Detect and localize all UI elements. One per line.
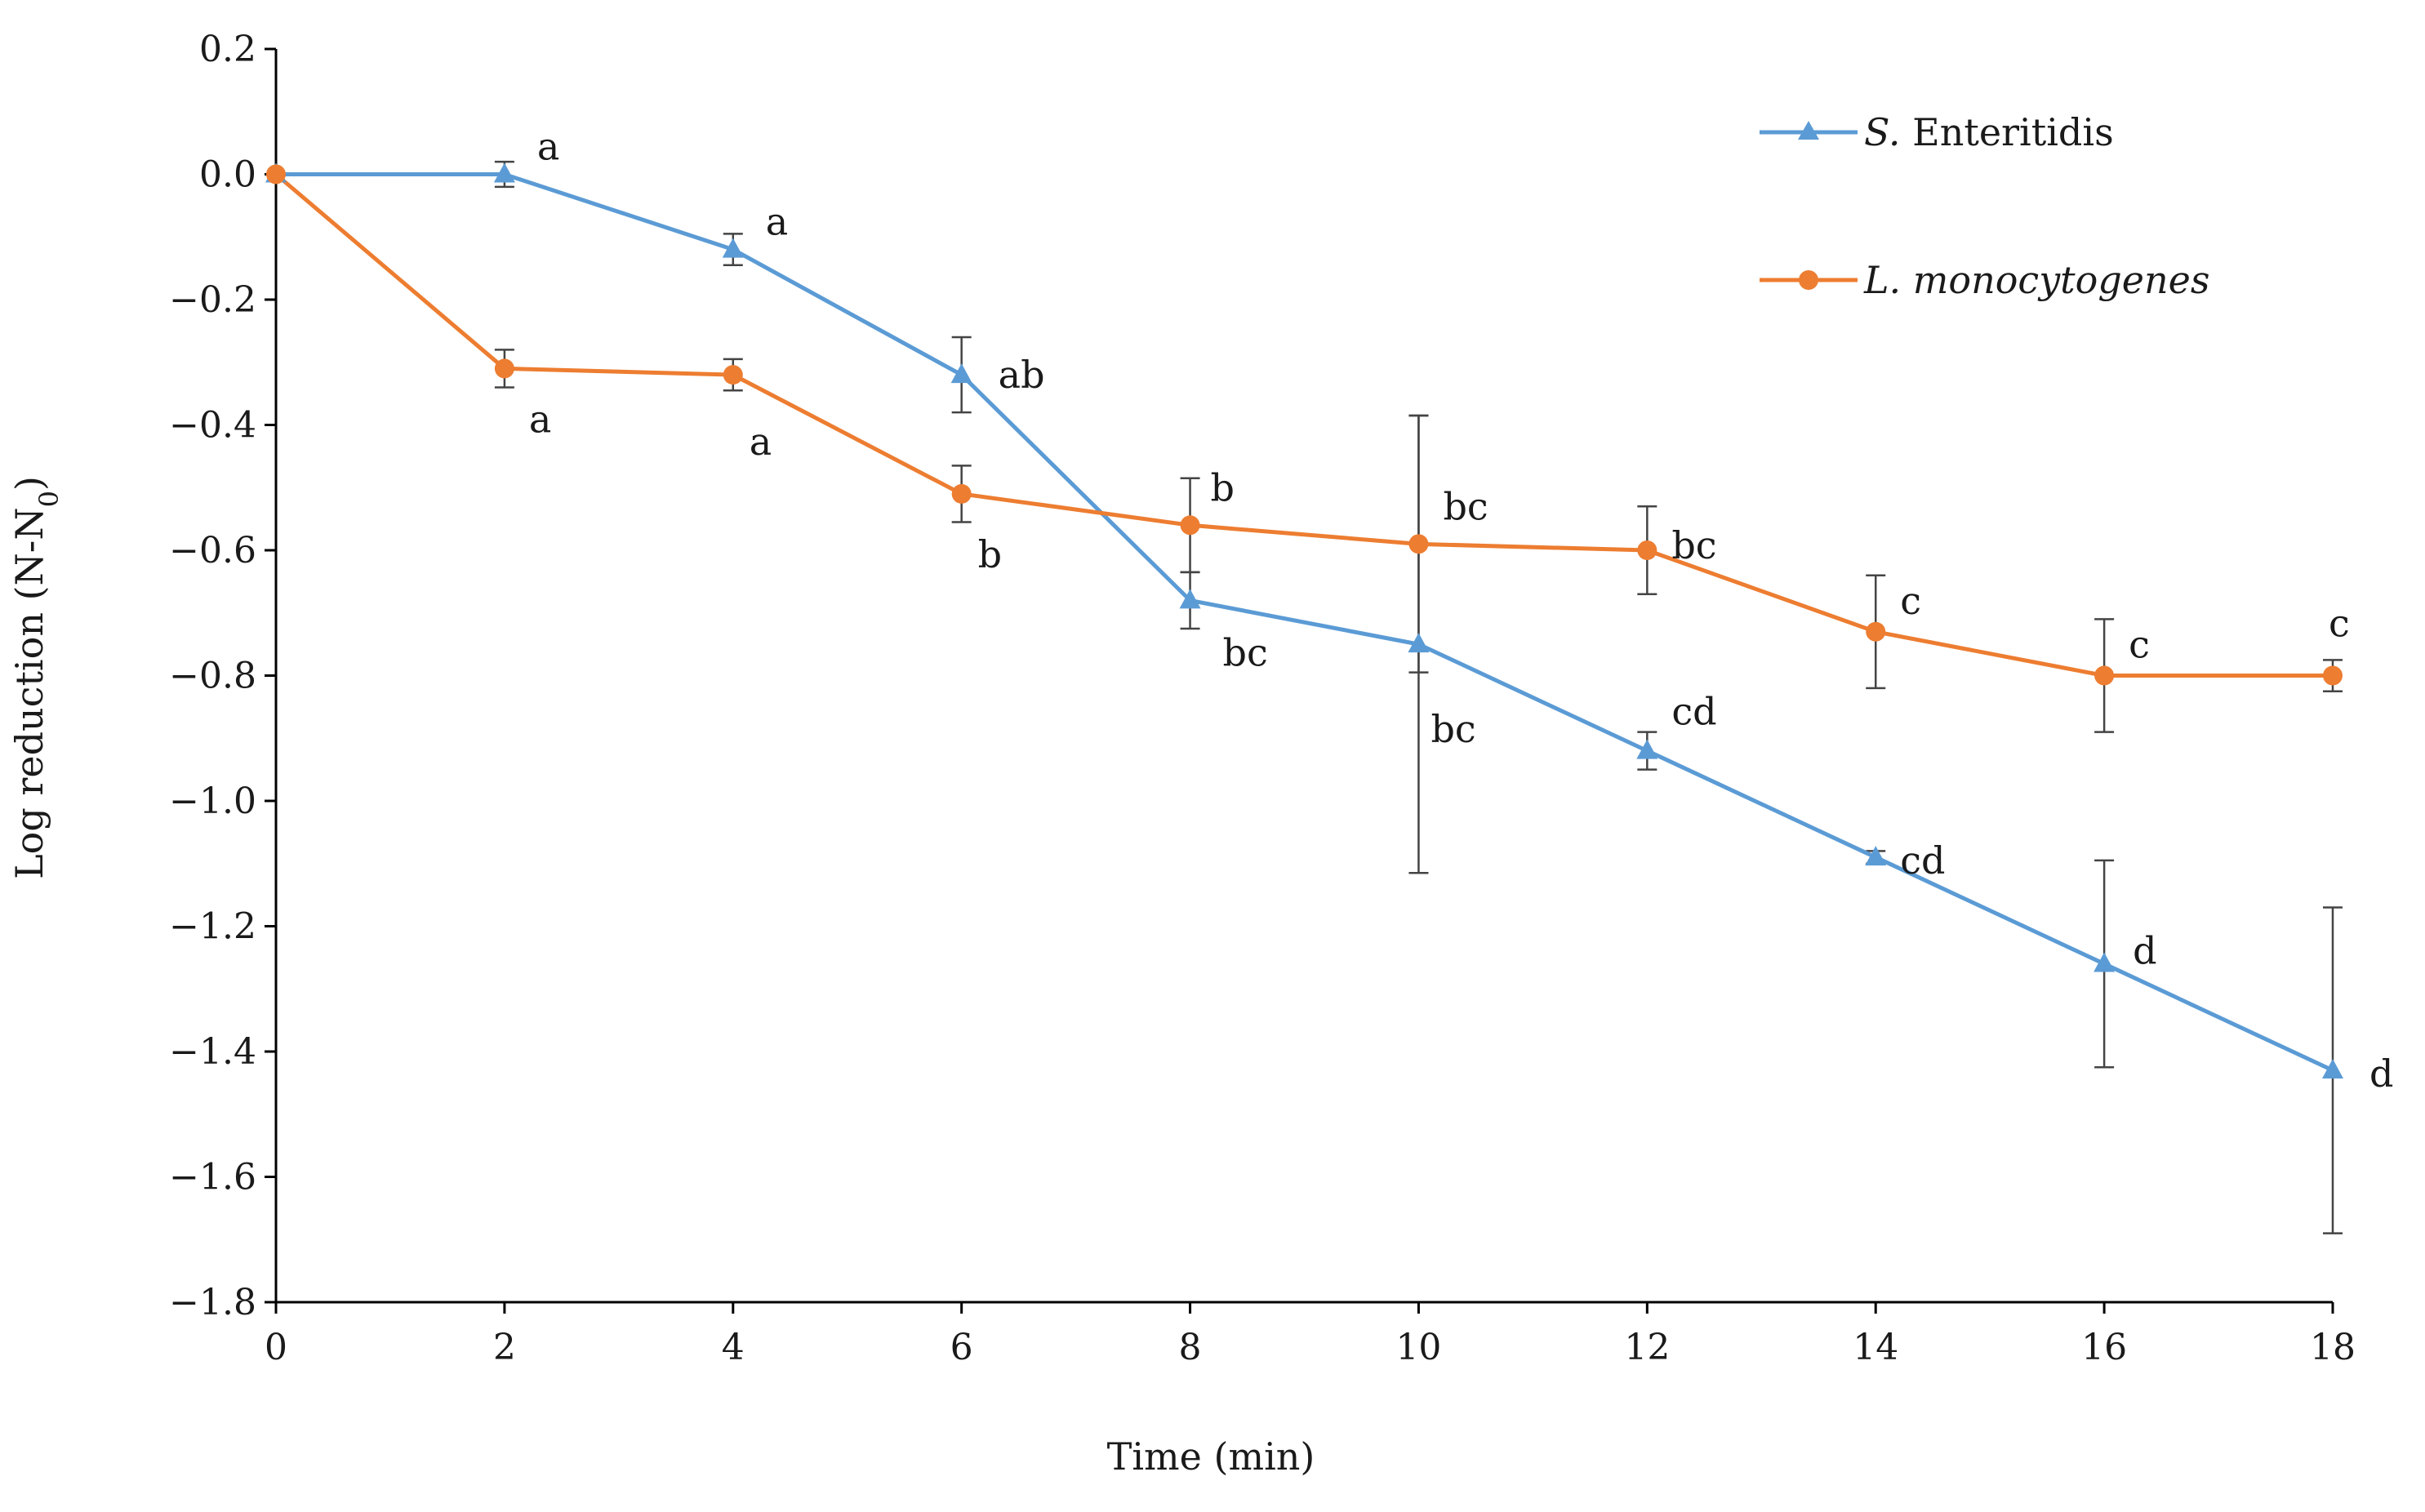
- x-tick-label: 6: [950, 1327, 973, 1368]
- legend-label-s-enteritidis: S. Enteritidis: [1864, 110, 2114, 154]
- y-tick-label: −1.0: [169, 780, 256, 822]
- data-point-circle: [266, 164, 286, 185]
- data-point-triangle: [2094, 952, 2116, 972]
- data-point-circle: [1408, 534, 1429, 554]
- significance-label: b: [978, 532, 1002, 576]
- y-tick-label: −0.6: [169, 530, 256, 571]
- x-tick-label: 12: [1624, 1327, 1670, 1368]
- legend-circle-icon: [1799, 270, 1818, 290]
- significance-label: d: [2133, 929, 2156, 973]
- significance-label: c: [2129, 623, 2150, 667]
- y-tick-label: −1.2: [169, 906, 256, 948]
- legend-entry-l-monocytogenes: L. monocytogenes: [1760, 258, 2209, 302]
- x-tick-label: 4: [722, 1327, 745, 1368]
- x-tick-label: 2: [493, 1327, 516, 1368]
- data-point-circle: [723, 365, 743, 385]
- series-lines: [274, 172, 2334, 1073]
- data-point-triangle: [1179, 589, 1201, 609]
- y-tick-label: 0.2: [199, 29, 256, 70]
- significance-label: c: [1900, 579, 1921, 623]
- data-point-circle: [1180, 515, 1200, 536]
- data-point-circle: [1866, 621, 1886, 642]
- x-tick-label: 16: [2081, 1327, 2127, 1368]
- significance-label: ab: [999, 353, 1045, 397]
- y-tick-label: −1.6: [169, 1157, 256, 1198]
- significance-label: c: [2329, 602, 2350, 646]
- significance-label: d: [2369, 1052, 2393, 1096]
- data-point-circle: [951, 483, 972, 504]
- data-point-circle: [2323, 665, 2343, 686]
- data-point-triangle: [2322, 1059, 2343, 1079]
- y-tick-label: −0.8: [169, 656, 256, 697]
- x-tick-label: 18: [2310, 1327, 2356, 1368]
- y-axis-title-subscript: 0: [33, 491, 65, 507]
- series-line-0: [276, 172, 2334, 1073]
- legend-label-l-monocytogenes: L. monocytogenes: [1863, 258, 2209, 302]
- legend: S. Enteritidis L. monocytogenes: [1760, 110, 2209, 302]
- data-point-circle: [2094, 665, 2115, 686]
- significance-label: a: [750, 420, 772, 464]
- x-tick-label: 8: [1179, 1327, 1202, 1368]
- x-tick-label: 0: [265, 1327, 287, 1368]
- significance-label: cd: [1900, 838, 1945, 883]
- significance-label: bc: [1443, 484, 1488, 528]
- x-axis-title: Time (min): [1107, 1434, 1315, 1479]
- legend-entry-s-enteritidis: S. Enteritidis: [1760, 110, 2114, 154]
- data-point-circle: [1637, 540, 1657, 560]
- data-point-triangle: [1636, 739, 1658, 759]
- significance-label: bc: [1223, 630, 1268, 674]
- y-tick-label: −1.8: [169, 1282, 256, 1323]
- significance-label: cd: [1671, 690, 1716, 734]
- x-tick-label: 14: [1853, 1327, 1898, 1368]
- significance-label: a: [766, 200, 788, 244]
- markers: [265, 162, 2343, 1079]
- series-line-1: [274, 172, 2333, 678]
- y-tick-label: −1.4: [169, 1031, 256, 1073]
- axes: 0.2 0.0 −0.2 −0.4 −0.6 −0.8 −1.0 −1.2 −1.4 −1.6 −1…: [169, 29, 2356, 1368]
- data-point-triangle: [493, 162, 515, 183]
- significance-label: bc: [1431, 707, 1475, 751]
- significance-label: a: [529, 397, 551, 441]
- data-point-triangle: [1865, 846, 1887, 866]
- significance-label: bc: [1671, 523, 1716, 567]
- data-point-triangle: [722, 238, 744, 258]
- y-tick-label: −0.4: [169, 405, 256, 447]
- data-point-triangle: [1408, 633, 1430, 653]
- legend-triangle-icon: [1798, 121, 1819, 140]
- data-point-circle: [494, 358, 514, 379]
- y-axis-title: Log reduction (N-N0): [7, 476, 65, 879]
- significance-label: a: [537, 125, 559, 169]
- error-bars: [494, 160, 2343, 1234]
- data-point-triangle: [950, 363, 972, 384]
- x-tick-label: 10: [1395, 1327, 1441, 1368]
- y-tick-label: −0.2: [169, 279, 256, 321]
- significance-label: b: [1211, 465, 1235, 509]
- y-tick-label: 0.0: [199, 154, 256, 196]
